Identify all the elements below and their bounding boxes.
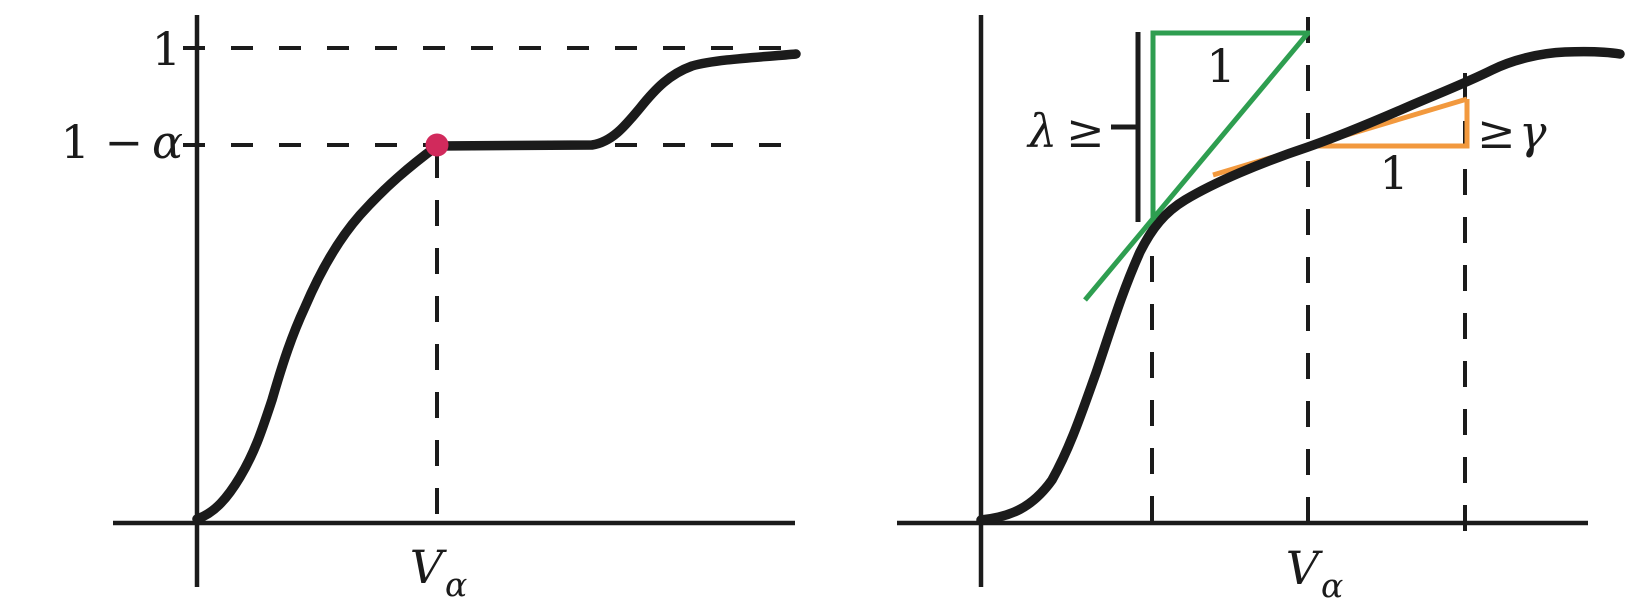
left-y-tick-1: 1 xyxy=(152,22,181,76)
left-cdf-curve xyxy=(192,49,801,524)
right-cdf-curve xyxy=(976,46,1625,525)
green-slope-triangle xyxy=(1150,30,1310,220)
quantile-point xyxy=(425,133,449,157)
right-x-tick-v: V xyxy=(1286,541,1324,595)
gamma-geq-label: ≥ xyxy=(1477,105,1516,159)
left-y-tick-1-minus: 1 − xyxy=(61,115,143,169)
left-panel: 1 1 − α V α xyxy=(61,15,801,604)
green-run-label: 1 xyxy=(1206,39,1235,93)
right-x-tick-v-sub: α xyxy=(1321,566,1343,605)
right-panel: λ ≥ 1 1 ≥ γ V α xyxy=(897,15,1625,605)
lambda-label: λ xyxy=(1026,104,1057,158)
gamma-label: γ xyxy=(1519,105,1547,159)
orange-slope-triangle xyxy=(1310,99,1470,149)
orange-run-label: 1 xyxy=(1379,146,1408,200)
left-x-tick-v-sub: α xyxy=(445,565,467,604)
left-y-tick-alpha: α xyxy=(152,115,183,169)
left-x-tick-v: V xyxy=(410,540,448,594)
green-tangent-line xyxy=(1083,31,1310,302)
lambda-geq-label: ≥ xyxy=(1066,104,1105,158)
